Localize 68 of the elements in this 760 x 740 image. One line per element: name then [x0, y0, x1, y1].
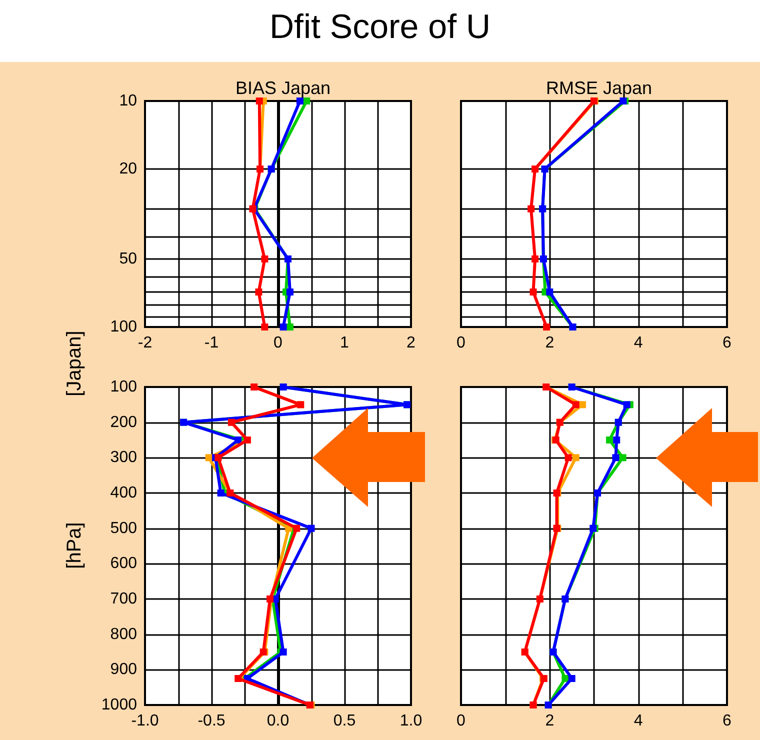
y-tick-label: 100: [110, 378, 138, 396]
point: [293, 524, 300, 532]
point: [286, 288, 294, 296]
x-tick-label: 1.0: [400, 712, 422, 730]
x-tick-label: 6: [722, 712, 732, 730]
x-tick-label: 4: [634, 712, 643, 730]
point: [532, 255, 539, 262]
point: [606, 436, 614, 444]
point: [261, 255, 268, 262]
x-tick-label: 4: [634, 334, 643, 352]
point: [234, 436, 242, 444]
point: [296, 98, 304, 104]
point: [564, 454, 572, 462]
point: [572, 454, 580, 462]
point: [612, 454, 620, 462]
point: [255, 288, 262, 296]
y-tick-label: 500: [110, 520, 138, 537]
x-tick-label: 0.0: [266, 712, 290, 730]
x-tick-label: 0.5: [333, 712, 356, 730]
y-tick-label: 300: [110, 449, 138, 466]
x-tick-label: -1.0: [131, 712, 159, 730]
point: [528, 205, 535, 212]
y-tick-label: 10: [119, 92, 138, 110]
point: [562, 675, 569, 682]
point: [530, 288, 537, 296]
y-tick-label: 1000: [101, 696, 138, 714]
point: [543, 324, 550, 330]
text: [Japan]: [64, 330, 86, 398]
point: [546, 288, 554, 296]
point: [613, 436, 620, 444]
point: [308, 524, 315, 532]
x-tick-label: 0: [456, 712, 466, 730]
x-tick-label: 2: [545, 334, 554, 352]
x-tick-label: 1: [340, 334, 350, 352]
y-tick-label: 100: [110, 318, 138, 336]
x-tick-label: 0: [274, 334, 283, 352]
point: [619, 454, 626, 462]
x-tick-label: -1: [204, 334, 219, 352]
x-tick-label: -2: [138, 334, 152, 352]
y-tick-label: 400: [110, 484, 138, 502]
y-axis-title: [hPa]: [64, 521, 86, 571]
point: [280, 648, 287, 656]
point: [303, 98, 310, 104]
point: [572, 401, 580, 408]
point: [568, 675, 576, 682]
x-tick-label: 2: [406, 334, 416, 352]
y-tick-label: 900: [110, 661, 138, 678]
x-tick-label: 6: [722, 334, 732, 352]
x-tick-label: -0.5: [198, 712, 226, 730]
y-tick-label: 800: [110, 626, 138, 643]
chart-title: Dfit Score of U: [268, 8, 492, 47]
point: [623, 401, 630, 408]
y-tick-label: 600: [110, 555, 138, 572]
chart-subtitle: RMSE Japan: [546, 78, 652, 98]
y-tick-label: 50: [119, 250, 138, 268]
point: [578, 401, 586, 408]
y-tick-label: 20: [119, 160, 138, 178]
point: [205, 454, 212, 462]
x-tick-label: 2: [545, 712, 554, 730]
point: [217, 490, 224, 496]
point: [261, 324, 268, 330]
x-tick-label: 0: [456, 334, 466, 352]
point: [256, 98, 263, 104]
point: [280, 324, 287, 330]
y-tick-label: 700: [110, 590, 138, 608]
y-tick-label: 200: [110, 414, 138, 431]
chart-subtitle: BIAS Japan: [235, 78, 331, 98]
point: [286, 324, 294, 330]
